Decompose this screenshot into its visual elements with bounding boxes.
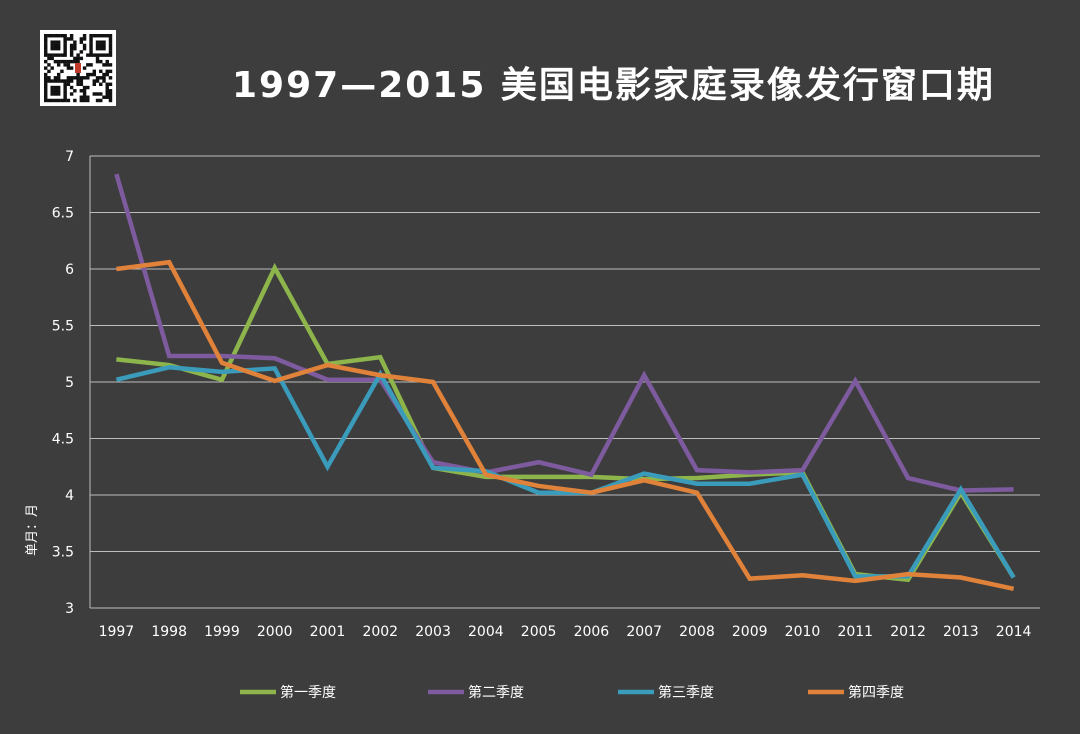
series-line-4 bbox=[116, 259, 1015, 591]
legend-label: 第三季度 bbox=[658, 684, 714, 701]
y-tick-label: 4.5 bbox=[52, 432, 74, 448]
y-tick-label: 6.5 bbox=[52, 206, 74, 222]
x-tick-label: 2002 bbox=[362, 624, 398, 640]
x-tick-label: 2008 bbox=[679, 624, 715, 640]
series-lines bbox=[114, 173, 1016, 591]
x-tick-label: 2009 bbox=[732, 624, 768, 640]
y-axis-label: 单月：月 bbox=[25, 504, 40, 556]
y-tick-label: 3 bbox=[65, 601, 74, 617]
series-line-2 bbox=[114, 173, 1014, 493]
y-tick-label: 7 bbox=[65, 149, 74, 165]
y-tick-label: 6 bbox=[65, 262, 74, 278]
x-tick-label: 2013 bbox=[943, 624, 979, 640]
x-axis: 1997 1998 1999 2000 2001 2002 2003 2004 2005 2006… bbox=[99, 624, 1032, 640]
x-tick-label: 2007 bbox=[626, 624, 662, 640]
legend: 第一季度 第二季度 第三季度 第四季度 bbox=[240, 684, 904, 701]
y-tick-label: 3.5 bbox=[52, 545, 74, 561]
y-tick-label: 5 bbox=[65, 375, 74, 391]
x-tick-label: 1997 bbox=[99, 624, 135, 640]
legend-label: 第四季度 bbox=[848, 684, 904, 701]
x-tick-label: 2012 bbox=[890, 624, 926, 640]
x-tick-label: 2006 bbox=[574, 624, 610, 640]
x-tick-label: 2005 bbox=[521, 624, 557, 640]
x-tick-label: 2001 bbox=[310, 624, 346, 640]
x-tick-label: 2014 bbox=[996, 624, 1032, 640]
x-tick-label: 2003 bbox=[415, 624, 451, 640]
x-tick-label: 1999 bbox=[204, 624, 240, 640]
y-axis: 3 3.5 4 4.5 5 5.5 6 6.5 7 bbox=[52, 149, 74, 617]
x-tick-label: 1998 bbox=[151, 624, 187, 640]
x-tick-label: 2011 bbox=[837, 624, 873, 640]
legend-label: 第一季度 bbox=[280, 684, 336, 701]
x-tick-label: 2010 bbox=[785, 624, 821, 640]
gridlines bbox=[89, 155, 1040, 609]
y-tick-label: 5.5 bbox=[52, 319, 74, 335]
chart-title: 1997—2015 美国电影家庭录像发行窗口期 bbox=[232, 65, 995, 106]
legend-label: 第二季度 bbox=[468, 684, 524, 701]
qr-code-pattern bbox=[44, 34, 113, 103]
y-tick-label: 4 bbox=[65, 488, 74, 504]
x-tick-label: 2000 bbox=[257, 624, 293, 640]
series-line-3 bbox=[115, 365, 1016, 579]
x-tick-label: 2004 bbox=[468, 624, 504, 640]
qr-code bbox=[40, 30, 116, 106]
